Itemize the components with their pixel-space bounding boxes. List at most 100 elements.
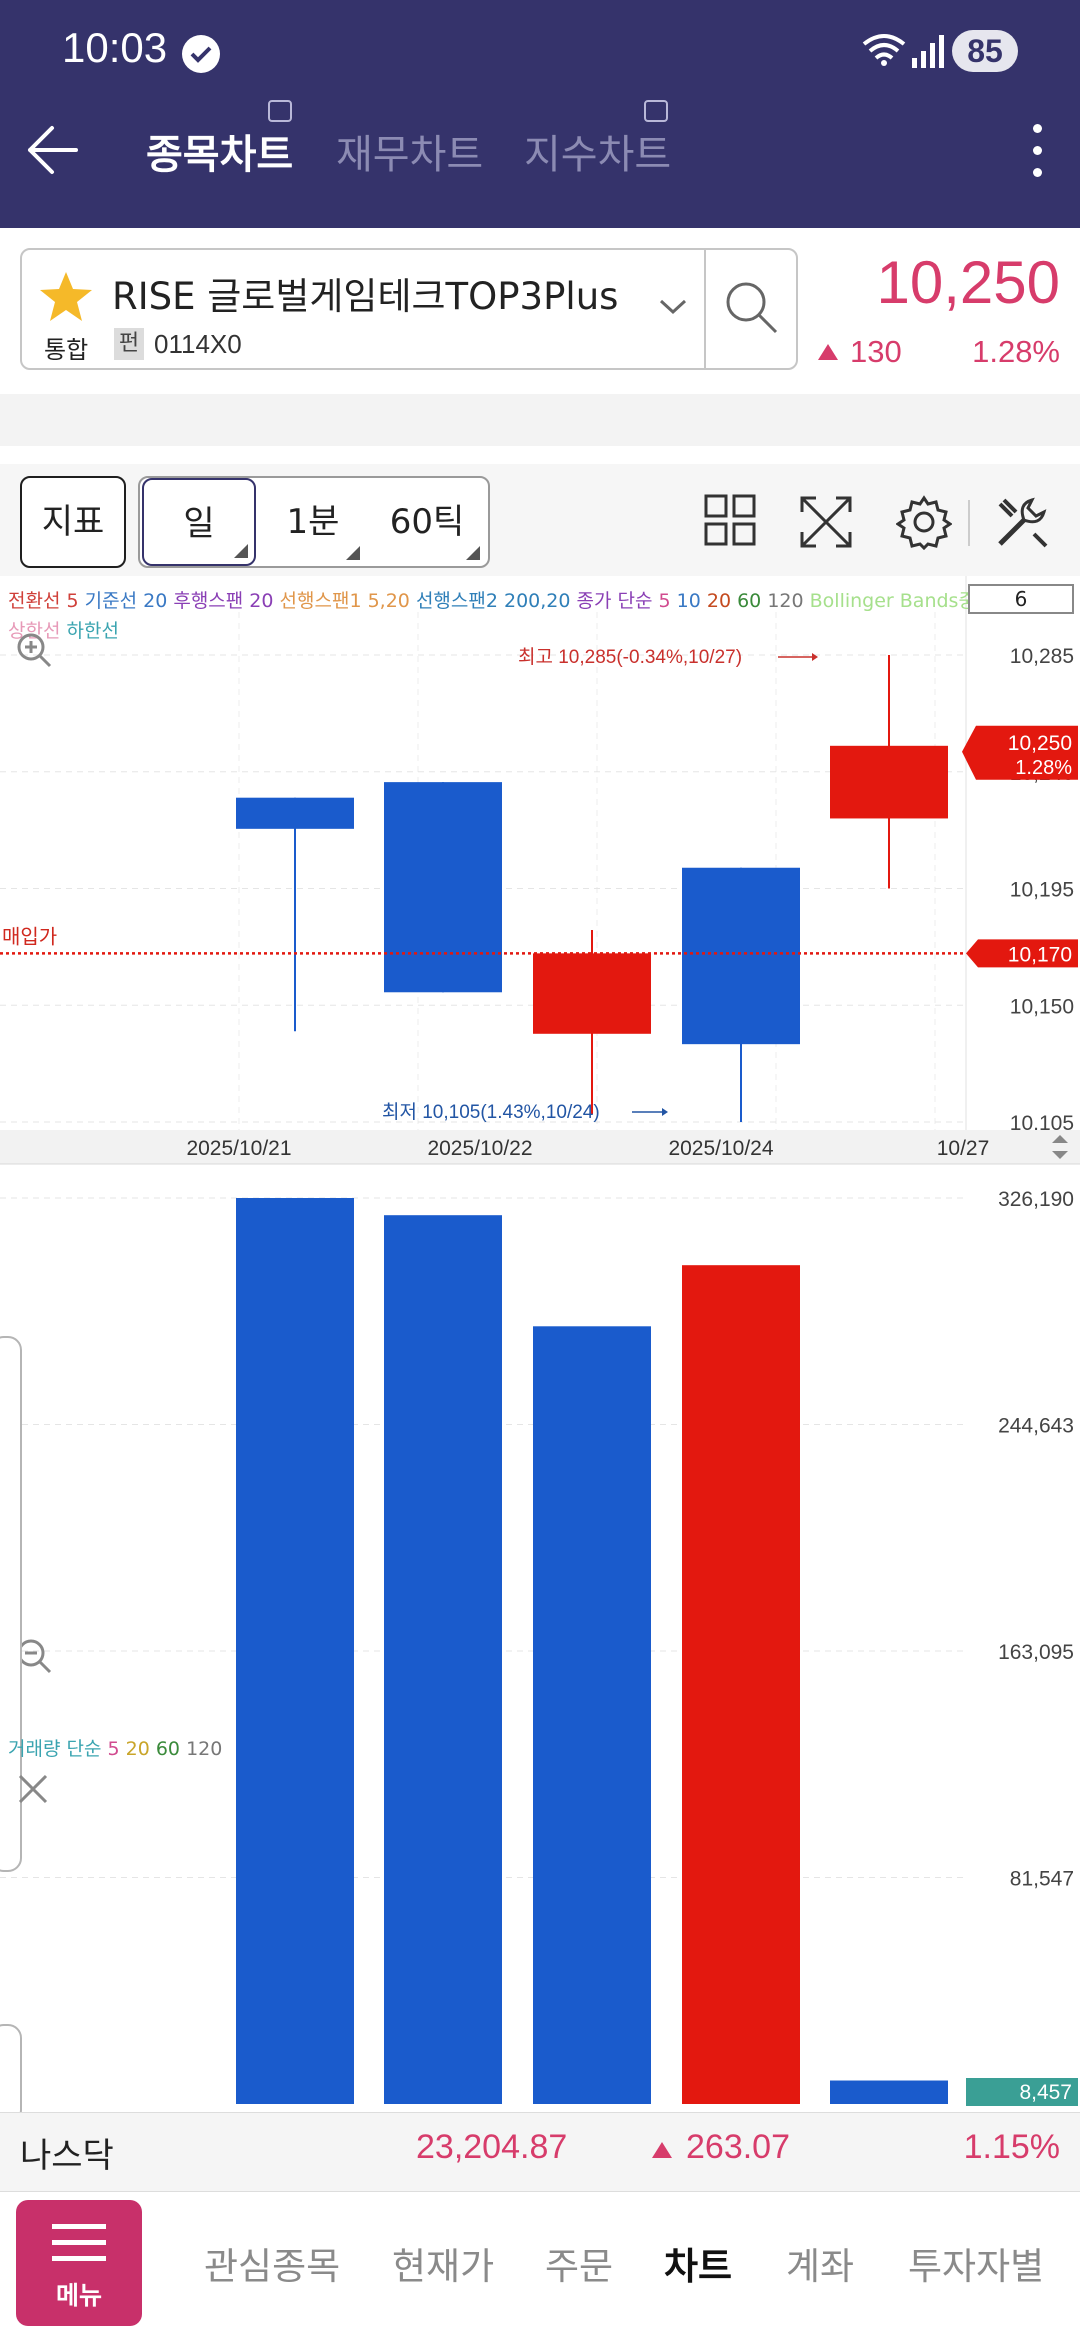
legend-item: 10 bbox=[676, 590, 707, 612]
annotation-arrow bbox=[662, 1108, 668, 1116]
high-annotation: 최고 10,285(-0.34%,10/27) bbox=[518, 646, 742, 668]
zoom-in-icon[interactable] bbox=[14, 630, 54, 674]
nav-investor[interactable]: 투자자별 bbox=[908, 2245, 1045, 2288]
period-60tick-label: 60틱 bbox=[389, 502, 465, 542]
volume-legend-item: 120 bbox=[186, 1738, 223, 1760]
legend-item: 선행스팬1 bbox=[279, 590, 362, 612]
volume-bar[interactable] bbox=[830, 2080, 948, 2104]
copy-icon bbox=[644, 100, 668, 122]
volume-bar[interactable] bbox=[682, 1265, 800, 2104]
stock-code: 0114X0 bbox=[154, 329, 242, 359]
scale-count-box[interactable]: 6 bbox=[968, 584, 1074, 614]
tab-finance-chart[interactable]: 재무차트 bbox=[336, 132, 484, 178]
indicator-button[interactable]: 지표 bbox=[20, 476, 126, 568]
price-tick-label: 10,105 bbox=[1010, 1112, 1074, 1135]
price-tick-label: 10,195 bbox=[1010, 879, 1074, 902]
divider bbox=[968, 500, 970, 546]
date-axis bbox=[0, 1130, 1080, 1164]
index-change: 263.07 bbox=[686, 2128, 790, 2166]
nav-account[interactable]: 계좌 bbox=[786, 2245, 855, 2288]
volume-bar[interactable] bbox=[533, 1326, 651, 2104]
close-icon[interactable] bbox=[16, 1772, 50, 1810]
check-circle-icon bbox=[182, 35, 220, 73]
copy-icon bbox=[268, 100, 292, 122]
legend-item: 200,20 bbox=[497, 590, 577, 612]
candle-body[interactable] bbox=[236, 797, 354, 829]
volume-tick-label: 163,095 bbox=[998, 1641, 1074, 1664]
legend-item: 전환선 bbox=[8, 590, 61, 612]
hamburger-icon bbox=[52, 2240, 106, 2245]
side-drawer-handle[interactable] bbox=[0, 2024, 22, 2124]
wifi-icon bbox=[862, 32, 906, 72]
candlestick-chart[interactable]: 10,28510,24010,19510,15010,105매입가10,1701… bbox=[0, 576, 1080, 2112]
period-1min-button[interactable]: 1분 bbox=[260, 478, 366, 566]
spacer bbox=[0, 446, 1080, 464]
date-tick-label: 2025/10/24 bbox=[668, 1137, 773, 1160]
legend-item: Bollinger Bands중심선 20,2 bbox=[809, 590, 968, 612]
nav-chart[interactable]: 차트 bbox=[664, 2245, 733, 2288]
up-triangle-icon bbox=[818, 344, 838, 360]
period-1min-label: 1분 bbox=[286, 502, 340, 542]
settings-icon[interactable] bbox=[895, 494, 953, 554]
bottom-nav bbox=[0, 2192, 1080, 2340]
legend-item: 기준선 bbox=[84, 590, 138, 612]
favorite-star-icon[interactable] bbox=[38, 270, 94, 328]
volume-tick-label: 81,547 bbox=[1010, 1868, 1074, 1891]
legend-item: 5 bbox=[652, 590, 677, 612]
volume-tick-label: 244,643 bbox=[998, 1414, 1074, 1437]
signal-icon bbox=[910, 34, 946, 72]
current-pct-label: 1.28% bbox=[1015, 757, 1072, 779]
search-icon[interactable] bbox=[722, 278, 782, 342]
chevron-down-icon[interactable] bbox=[658, 298, 688, 320]
corner-mark bbox=[234, 544, 248, 558]
low-annotation: 최저 10,105(1.43%,10/24) bbox=[382, 1101, 600, 1123]
legend-item: 선행스팬2 bbox=[415, 590, 498, 612]
legend-item: 120 bbox=[767, 590, 810, 612]
back-button[interactable] bbox=[20, 118, 84, 182]
grid-layout-icon[interactable] bbox=[704, 494, 756, 550]
indicator-legend: 전환선 5 기준선 20 후행스팬 20 선행스팬1 5,20 선행스팬2 20… bbox=[8, 586, 968, 613]
price-axis bbox=[966, 576, 1080, 1155]
candle-body[interactable] bbox=[384, 782, 502, 993]
menu-button[interactable]: 메뉴 bbox=[16, 2200, 142, 2326]
candle-body[interactable] bbox=[830, 745, 948, 819]
period-60tick-button[interactable]: 60틱 bbox=[368, 478, 486, 566]
volume-current-box bbox=[966, 2078, 1078, 2106]
period-selector: 일 1분 60틱 bbox=[138, 476, 490, 568]
app-header: 10:03 85 종목차트 재무차트 지수차트 bbox=[0, 0, 1080, 228]
index-ticker[interactable] bbox=[0, 2112, 1080, 2192]
legend-item: 60 bbox=[737, 590, 768, 612]
nav-watchlist[interactable]: 관심종목 bbox=[204, 2245, 341, 2288]
more-menu-icon[interactable] bbox=[1030, 124, 1044, 184]
tab-stock-chart[interactable]: 종목차트 bbox=[146, 132, 294, 178]
period-day-button[interactable]: 일 bbox=[142, 478, 256, 566]
tools-icon[interactable] bbox=[994, 494, 1050, 554]
menu-label: 메뉴 bbox=[55, 2281, 102, 2310]
candle-body[interactable] bbox=[533, 953, 651, 1034]
corner-mark bbox=[466, 546, 480, 560]
volume-bar[interactable] bbox=[384, 1215, 502, 2104]
volume-bar[interactable] bbox=[236, 1198, 354, 2104]
side-drawer-handle[interactable] bbox=[0, 1336, 22, 1872]
legend-item: 5 bbox=[60, 590, 85, 612]
legend-item: 상한선 bbox=[8, 620, 61, 642]
volume-legend-item: 60 bbox=[155, 1738, 187, 1760]
stock-name: RISE 글로벌게임테크TOP3Plus bbox=[112, 275, 619, 318]
buy-price-label: 매입가 bbox=[2, 925, 57, 948]
legend-item: 20 bbox=[137, 590, 174, 612]
current-price: 10,250 bbox=[876, 249, 1060, 316]
tab-index-chart[interactable]: 지수차트 bbox=[524, 132, 672, 178]
legend-item: 20 bbox=[706, 590, 738, 612]
resize-arrows-icon[interactable] bbox=[1052, 1135, 1068, 1159]
nav-order[interactable]: 주문 bbox=[545, 2245, 614, 2288]
hamburger-icon bbox=[52, 2224, 106, 2229]
price-change-pct: 1.28% bbox=[972, 334, 1060, 369]
buy-price-box bbox=[966, 939, 1078, 968]
candle-body[interactable] bbox=[682, 867, 800, 1045]
nav-current-price[interactable]: 현재가 bbox=[392, 2245, 495, 2288]
fullscreen-icon[interactable] bbox=[798, 494, 854, 554]
annotation-arrow bbox=[812, 653, 818, 661]
divider bbox=[704, 250, 706, 368]
legend-item: 하한선 bbox=[60, 620, 119, 642]
current-price-label: 10,250 bbox=[1008, 732, 1072, 755]
